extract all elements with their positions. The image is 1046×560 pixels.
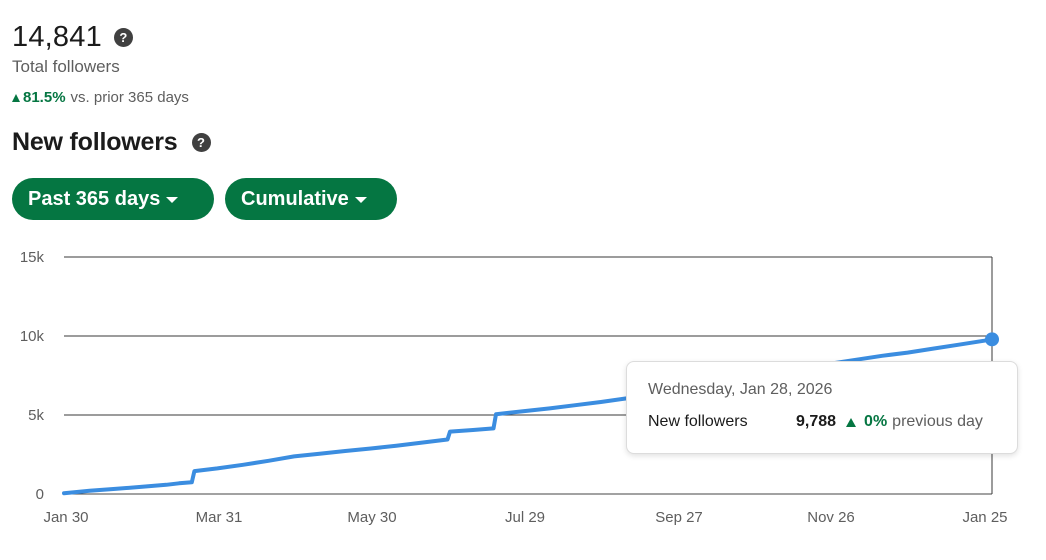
- y-tick-label: 5k: [28, 407, 44, 424]
- y-tick-label: 0: [36, 486, 44, 503]
- change-label: vs. prior 365 days: [70, 89, 189, 106]
- tooltip-change-percent: 0%: [864, 413, 888, 430]
- help-icon[interactable]: ?: [113, 27, 133, 47]
- total-followers-label: Total followers: [12, 57, 120, 76]
- x-tick-label: Nov 26: [807, 509, 855, 526]
- x-tick-label: Jan 25: [962, 509, 1007, 526]
- tooltip-label: New followers: [648, 413, 748, 430]
- tooltip-date: Wednesday, Jan 28, 2026: [648, 381, 833, 398]
- x-tick-label: Mar 31: [196, 509, 243, 526]
- tooltip-change-label: previous day: [892, 413, 983, 430]
- tooltip-value: 9,788: [796, 413, 837, 430]
- help-icon[interactable]: ?: [191, 133, 211, 152]
- date-range-label: Past 365 days: [28, 187, 161, 210]
- x-tick-label: Sep 27: [655, 509, 703, 526]
- tooltip-row: New followers 9,788 0% previous day: [648, 413, 996, 431]
- caret-down-icon: [354, 197, 367, 203]
- x-tick-label: Jul 29: [505, 509, 545, 526]
- section-header: New followers ?: [12, 128, 211, 157]
- change-percent: 81.5%: [23, 89, 66, 106]
- data-point: [985, 332, 999, 347]
- view-mode-dropdown[interactable]: Cumulative: [225, 178, 397, 220]
- y-tick-label: 15k: [20, 249, 45, 266]
- chart-tooltip: Wednesday, Jan 28, 2026 New followers 9,…: [626, 361, 1018, 454]
- total-row: 14,841 ?: [12, 18, 189, 56]
- caret-down-icon: [166, 197, 179, 203]
- x-tick-label: May 30: [347, 509, 396, 526]
- up-arrow-icon: [12, 93, 20, 102]
- date-range-dropdown[interactable]: Past 365 days: [12, 178, 214, 220]
- view-mode-label: Cumulative: [241, 187, 349, 210]
- section-title: New followers: [12, 128, 178, 156]
- y-tick-label: 10k: [20, 328, 45, 345]
- total-followers-block: 14,841 ? Total followers 81.5% vs. prior…: [12, 18, 189, 106]
- change-row: 81.5% vs. prior 365 days: [12, 89, 189, 106]
- x-tick-label: Jan 30: [43, 509, 88, 526]
- total-followers-value: 14,841: [12, 20, 102, 53]
- up-arrow-icon: [846, 417, 857, 427]
